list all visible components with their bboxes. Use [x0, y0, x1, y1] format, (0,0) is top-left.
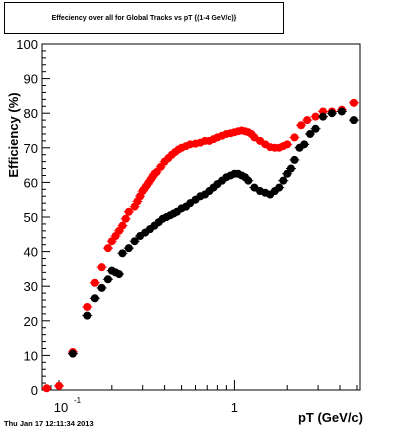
- data-point: [42, 384, 51, 393]
- chart-title-box: Effeciency over all for Global Tracks vs…: [4, 2, 284, 34]
- x-axis-label: pT (GeV/c): [298, 410, 363, 425]
- data-point: [68, 349, 77, 358]
- data-point: [115, 270, 124, 279]
- data-point: [290, 155, 299, 164]
- data-point: [124, 207, 133, 216]
- data-point: [349, 116, 358, 125]
- x-axis: 10 -1 1: [41, 380, 358, 415]
- timestamp-footer: Thu Jan 17 12:11:34 2013: [4, 419, 94, 428]
- y-tick-label: 100: [16, 37, 38, 52]
- data-point: [244, 176, 253, 185]
- y-tick-label: 80: [24, 106, 38, 121]
- y-tick-label: 70: [24, 141, 38, 156]
- data-point: [286, 164, 295, 173]
- x-tick-label-exponent: -1: [74, 396, 82, 405]
- series-0: [41, 98, 359, 393]
- data-point: [283, 140, 292, 149]
- data-point: [319, 112, 328, 121]
- data-point: [83, 311, 92, 320]
- data-point: [103, 244, 112, 253]
- data-point: [83, 302, 92, 311]
- data-point: [327, 109, 336, 118]
- y-tick-label: 40: [24, 245, 38, 260]
- x-tick-label: 1: [231, 400, 238, 415]
- y-tick-label: 90: [24, 72, 38, 87]
- data-point: [121, 214, 130, 223]
- y-tick-label: 50: [24, 210, 38, 225]
- data-point: [97, 283, 106, 292]
- data-point: [290, 133, 299, 142]
- series-1: [67, 107, 359, 358]
- data-point: [118, 249, 127, 258]
- chart-title: Effeciency over all for Global Tracks vs…: [51, 14, 237, 22]
- data-point: [311, 112, 320, 121]
- series-layer: [41, 98, 359, 393]
- data-point: [130, 237, 139, 246]
- data-point: [349, 98, 358, 107]
- data-point: [300, 140, 309, 149]
- data-point: [303, 116, 312, 125]
- y-tick-label: 10: [24, 348, 38, 363]
- data-point: [311, 124, 320, 133]
- data-point: [54, 381, 63, 390]
- data-point: [306, 129, 315, 138]
- data-point: [90, 278, 99, 287]
- data-point: [90, 294, 99, 303]
- data-point: [103, 275, 112, 284]
- data-point: [124, 244, 133, 253]
- y-axis: 0 10 20 30 40 50 60 70 80 90 100: [16, 37, 50, 398]
- data-point: [118, 221, 127, 230]
- y-tick-label: 20: [24, 314, 38, 329]
- plot-frame: [41, 43, 361, 391]
- y-axis-label: Efficiency (%): [6, 92, 21, 177]
- x-tick-label: 10: [54, 400, 68, 415]
- data-point: [279, 176, 288, 185]
- data-point: [337, 107, 346, 116]
- y-tick-label: 0: [31, 383, 38, 398]
- y-tick-label: 30: [24, 279, 38, 294]
- data-point: [297, 121, 306, 130]
- data-point: [97, 263, 106, 272]
- data-point: [275, 183, 284, 192]
- y-tick-label: 60: [24, 175, 38, 190]
